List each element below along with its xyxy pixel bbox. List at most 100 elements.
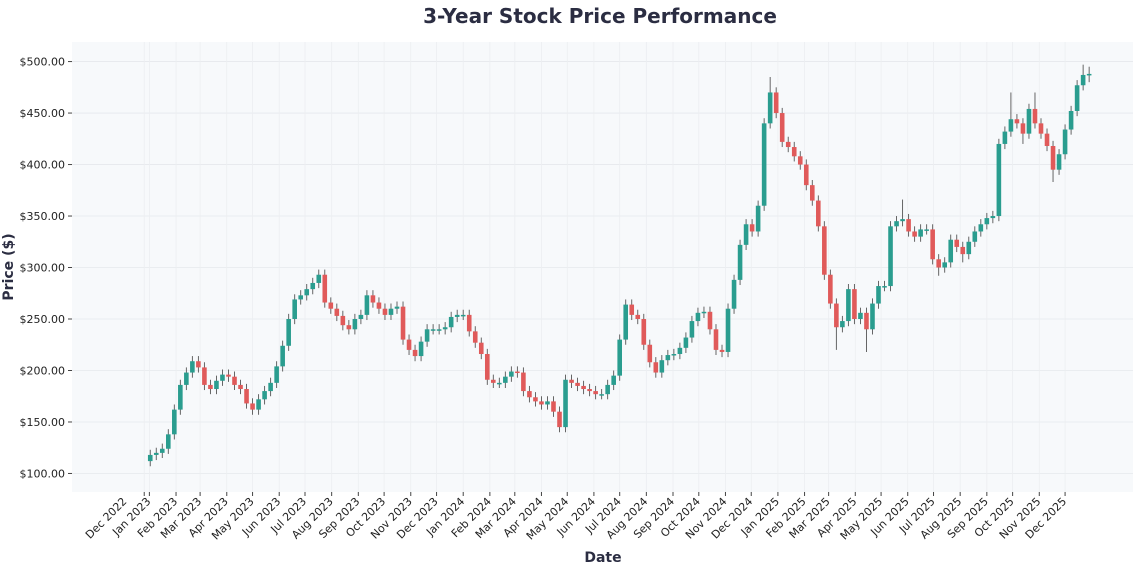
candle-up [617,339,622,376]
candle-down [803,164,809,186]
candle-up [436,329,442,331]
candle-up [563,379,568,428]
candle-up [394,306,400,309]
candle-down [400,306,406,340]
candle-up [858,312,863,320]
candle-up [659,360,665,373]
candle-up [454,314,460,317]
y-tick-label: $300.00 [20,262,66,275]
candle-down [1050,146,1056,170]
candle-down [906,219,911,232]
candle-down [466,314,472,332]
candle-down [797,156,803,165]
candle-up [147,454,153,462]
candle-down [539,401,544,405]
candle-up [159,448,165,453]
candle-down [1038,123,1044,134]
y-tick-label: $200.00 [20,364,66,377]
candle-down [593,391,598,395]
candle-up [497,382,502,385]
candle-up [184,372,189,385]
candle-down [533,397,538,402]
candle-down [328,302,334,309]
candle-up [978,224,984,232]
candle-up [701,311,707,314]
candle-up [1062,129,1068,155]
candle-down [1014,119,1020,124]
candle-up [1068,110,1074,130]
candle-down [641,319,647,345]
plot-area [72,42,1133,492]
candle-up [256,399,261,410]
candle-up [984,218,990,225]
candle-up [894,221,899,227]
candle-down [412,349,418,357]
candle-down [491,379,496,383]
candle-down [653,362,659,373]
candle-down [816,200,821,227]
candles [147,64,1092,467]
chart-title: 3-Year Stock Price Performance [423,4,777,28]
candle-up [689,321,695,338]
candle-up [677,347,683,355]
candle-down [370,295,376,303]
candle-up [990,216,996,219]
candle-up [918,229,923,237]
candle-up [731,279,737,309]
candle-up [418,341,424,357]
candle-up [942,262,948,268]
candle-up [364,295,370,315]
candle-up [870,303,875,330]
candle-up [214,380,219,390]
candle-up [442,327,448,330]
candle-up [1086,73,1092,76]
candle-down [478,342,484,355]
candle-down [960,246,966,255]
candle-up [996,143,1002,217]
candle-down [828,274,833,304]
candle-up [460,314,466,317]
candle-down [208,384,213,390]
candle-up [316,274,322,283]
candle-down [238,384,243,390]
candle-up [304,289,310,296]
candle-down [749,224,755,232]
candle-down [912,231,917,237]
candle-up [948,239,954,263]
candle-up [1074,85,1080,111]
candle-up [268,382,273,392]
candle-up [298,295,304,300]
candle-up [424,329,430,342]
candle-down [791,147,797,157]
candle-down [936,259,941,268]
candle-down [587,389,592,392]
candle-down [334,308,340,316]
candle-up [972,231,978,242]
candle-up [1026,108,1032,134]
candle-down [785,141,791,148]
y-tick-label: $450.00 [20,107,66,120]
candle-down [472,331,478,343]
y-tick-label: $350.00 [20,210,66,223]
candle-down [635,314,641,320]
candle-up [430,329,436,331]
candle-down [1020,123,1026,134]
candle-down [581,385,586,390]
candle-up [1080,74,1086,86]
x-axis-label: Date [584,550,621,566]
y-tick-label: $250.00 [20,313,66,326]
candle-up [767,92,773,124]
candle-down [707,311,713,330]
candle-down [340,315,346,326]
candle-up [695,312,701,322]
y-axis: $100.00 $150.00 $200.00 $250.00 $300.00 $350.… [20,56,72,480]
candle-down [713,329,719,350]
candle-up [286,319,291,346]
candle-down [232,376,237,385]
candle-up [220,374,225,381]
candle-down [196,361,201,368]
y-tick-label: $500.00 [20,56,66,69]
candle-down [322,274,328,303]
candle-up [846,289,851,322]
candle-down [376,302,382,309]
